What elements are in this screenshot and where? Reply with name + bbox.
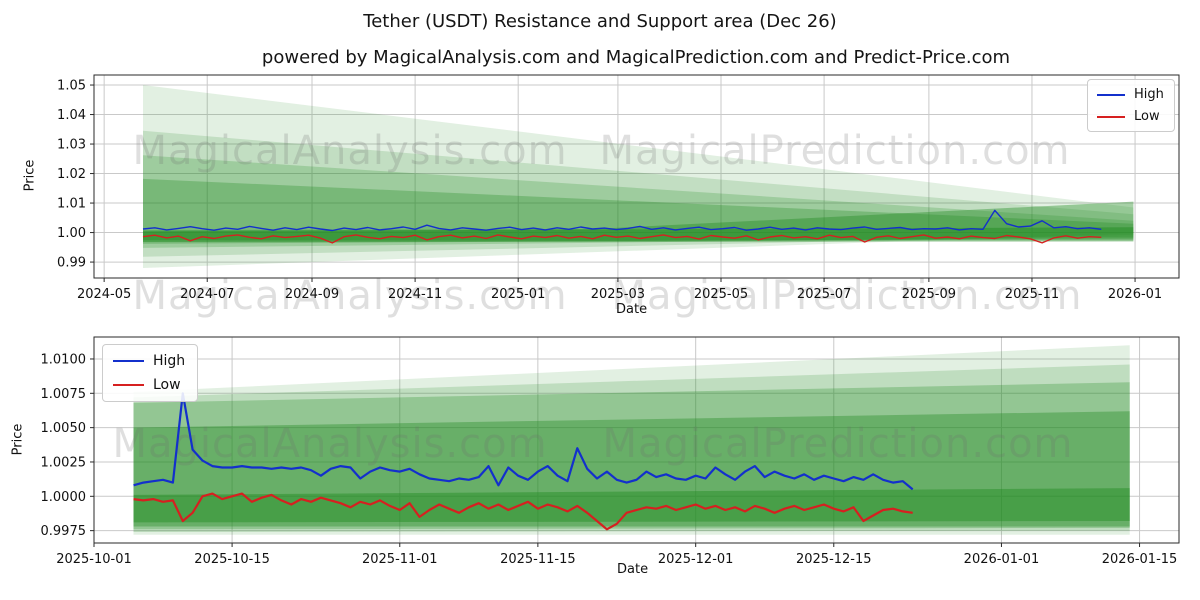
watermark-text: MagicalPrediction.com xyxy=(600,128,1071,174)
y-tick-label: 1.04 xyxy=(57,108,86,123)
x-tick-label: 2025-03 xyxy=(591,287,645,302)
x-tick-label: 2025-11-01 xyxy=(362,552,438,567)
y-tick-label: 1.00 xyxy=(57,226,86,241)
low-line xyxy=(142,234,1102,244)
x-tick-label: 2025-05 xyxy=(694,287,748,302)
y-tick-label: 1.02 xyxy=(57,167,86,182)
legend-item-low: Low xyxy=(113,377,185,393)
x-tick-label: 2025-11-15 xyxy=(500,552,576,567)
support-resistance-band xyxy=(133,382,1130,530)
support-resistance-band xyxy=(133,488,1130,523)
y-tick-label: 1.03 xyxy=(57,138,86,153)
support-resistance-band xyxy=(143,155,1134,248)
y-tick-label: 1.0100 xyxy=(41,352,87,367)
watermark-text: MagicalPrediction.com xyxy=(603,421,1074,467)
watermark-text: MagicalPrediction.com xyxy=(612,273,1083,319)
x-tick-label: 2024-11 xyxy=(388,287,442,302)
top-xaxis-label: Date xyxy=(616,302,648,317)
chart-title: Tether (USDT) Resistance and Support are… xyxy=(363,11,837,32)
x-tick-label: 2025-12-01 xyxy=(658,552,734,567)
x-tick-label: 2024-05 xyxy=(77,287,131,302)
support-resistance-band xyxy=(143,85,1134,268)
x-tick-label: 2025-10-01 xyxy=(56,552,132,567)
bottom-xaxis-label: Date xyxy=(617,562,649,577)
x-tick-label: 2026-01-01 xyxy=(964,552,1040,567)
high-line-swatch xyxy=(1097,93,1125,96)
legend-item-high: High xyxy=(1097,87,1164,102)
high-line xyxy=(133,392,914,491)
legend-label-low: Low xyxy=(153,377,181,393)
x-tick-label: 2026-01-15 xyxy=(1102,552,1178,567)
legend-label-low: Low xyxy=(1134,109,1160,124)
x-tick-label: 2025-12-15 xyxy=(796,552,872,567)
chart-subtitle: powered by MagicalAnalysis.com and Magic… xyxy=(261,47,1011,68)
y-tick-label: 1.0050 xyxy=(41,421,87,436)
y-tick-label: 1.0000 xyxy=(41,490,87,505)
x-tick-label: 2024-07 xyxy=(180,287,234,302)
support-resistance-band xyxy=(143,130,1134,257)
legend-label-high: High xyxy=(1134,87,1164,102)
watermark-text: MagicalAnalysis.com xyxy=(112,421,547,467)
watermark-text: MagicalAnalysis.com xyxy=(132,128,567,174)
x-tick-label: 2025-10-15 xyxy=(194,552,270,567)
plot-border xyxy=(93,336,1180,544)
plot-border xyxy=(93,74,1180,279)
support-resistance-band xyxy=(143,178,1134,244)
top-yaxis-label: Price xyxy=(22,159,38,192)
legend-item-high: High xyxy=(113,353,185,369)
x-tick-label: 2025-11 xyxy=(1005,287,1059,302)
y-tick-label: 1.0075 xyxy=(41,387,87,402)
bottom-legend: High Low xyxy=(102,344,199,402)
y-tick-label: 0.9975 xyxy=(41,524,87,539)
y-tick-label: 0.99 xyxy=(57,256,86,271)
legend-label-high: High xyxy=(153,353,186,369)
x-tick-label: 2024-09 xyxy=(285,287,339,302)
support-resistance-band xyxy=(133,345,1130,535)
support-resistance-band xyxy=(133,411,1130,527)
x-tick-label: 2025-09 xyxy=(902,287,956,302)
bottom-yaxis-label: Price xyxy=(10,423,26,456)
legend-item-low: Low xyxy=(1097,109,1164,124)
high-line xyxy=(142,209,1102,232)
x-tick-label: 2025-01 xyxy=(491,287,545,302)
low-line-swatch xyxy=(1097,115,1125,118)
high-line-swatch xyxy=(113,360,144,362)
low-line xyxy=(133,492,913,531)
x-tick-label: 2026-01 xyxy=(1108,287,1162,302)
y-tick-label: 1.05 xyxy=(57,79,86,94)
y-tick-label: 1.0025 xyxy=(41,455,87,470)
x-tick-label: 2025-07 xyxy=(797,287,851,302)
support-resistance-band xyxy=(143,227,1134,242)
support-resistance-band xyxy=(133,364,1130,532)
low-line-swatch xyxy=(113,384,144,386)
watermark-text: MagicalAnalysis.com xyxy=(132,273,567,319)
top-legend: High Low xyxy=(1087,79,1175,132)
y-tick-label: 1.01 xyxy=(57,197,86,212)
